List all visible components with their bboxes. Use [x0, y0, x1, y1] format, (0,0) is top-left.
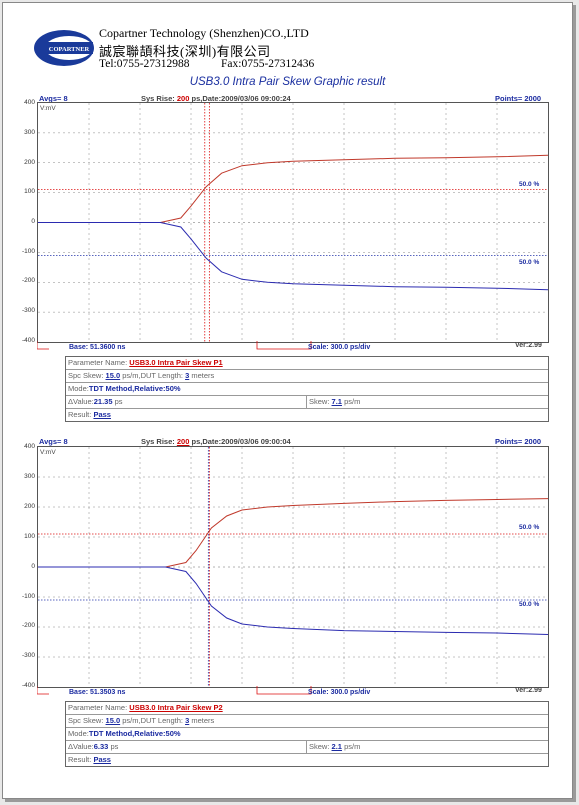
- y-tick-label: -300: [21, 652, 35, 659]
- result-value: Pass: [93, 410, 111, 419]
- delta-row: ΔValue:6.33 ps Skew: 2.1 ps/m: [66, 741, 548, 754]
- param-value: USB3.0 Intra Pair Skew P1: [129, 358, 223, 367]
- y-tick-label: 0: [31, 563, 35, 570]
- skew-cell: Skew: 2.1 ps/m: [306, 741, 360, 753]
- result-row: Result: Pass: [68, 755, 111, 764]
- y-tick-label: 100: [24, 533, 35, 540]
- y-tick-label: 300: [24, 473, 35, 480]
- avgs-label: Avgs= 8: [39, 437, 68, 446]
- mode-row: Mode:TDT Method,Relative:50%: [66, 728, 548, 741]
- result-row: Result: Pass: [68, 410, 111, 419]
- skew-cell: Skew: 7.1 ps/m: [306, 396, 360, 408]
- points-label: Points= 2000: [495, 94, 542, 103]
- trace-negative: [38, 222, 548, 291]
- param-row: Parameter Name: USB3.0 Intra Pair Skew P…: [66, 357, 548, 370]
- points-label: Points= 2000: [495, 437, 542, 446]
- company-name-cn: 誠宸聯頡科技(深圳)有限公司: [99, 44, 271, 59]
- result-value: Pass: [93, 755, 111, 764]
- logo-text: COPARTNER: [49, 46, 90, 53]
- company-name-en: Copartner Technology (Shenzhen)CO.,LTD: [99, 26, 309, 40]
- y-tick-label: 400: [24, 443, 35, 450]
- trace-positive: [38, 154, 548, 223]
- scale-label: Scale: 300.0 ps/div: [308, 689, 371, 696]
- sys-rise: Sys Rise: 200 ps,Date:2009/03/06 09:00:2…: [141, 94, 291, 103]
- avgs-label: Avgs= 8: [39, 94, 68, 103]
- sys-rise-value: 200: [176, 437, 190, 446]
- result-table-2: Parameter Name: USB3.0 Intra Pair Skew P…: [65, 701, 549, 767]
- waveform-svg-2: [38, 447, 548, 687]
- y-tick-label: -400: [21, 337, 35, 344]
- document-title: USB3.0 Intra Pair Skew Graphic result: [189, 76, 386, 88]
- y-tick-label: -200: [21, 277, 35, 284]
- waveform-plot-2: [37, 446, 549, 688]
- waveform-plot-1: [37, 102, 549, 343]
- param-row: Parameter Name: USB3.0 Intra Pair Skew P…: [66, 702, 548, 715]
- y-tick-label: -300: [21, 307, 35, 314]
- company-tel: Tel:0755-27312988: [99, 58, 190, 70]
- y-tick-label: -100: [21, 248, 35, 255]
- report-page: COPARTNER Copartner Technology (Shenzhen…: [2, 2, 573, 799]
- date-label: ps,Date:2009/03/06 09:00:24: [191, 94, 291, 103]
- sys-rise-value: 200: [176, 94, 190, 103]
- scale-label: Scale: 300.0 ps/div: [308, 344, 371, 351]
- y-tick-label: -200: [21, 622, 35, 629]
- base-scale-markers-1: [37, 341, 312, 350]
- sys-rise-label: Sys Rise:: [141, 94, 175, 103]
- base-scale-markers-2: [37, 686, 312, 695]
- copartner-logo: COPARTNER: [34, 30, 94, 66]
- sys-rise: Sys Rise: 200 ps,Date:2009/03/06 09:00:0…: [141, 437, 291, 446]
- version-label: Ver:2.99: [515, 342, 542, 349]
- param-value: USB3.0 Intra Pair Skew P2: [129, 703, 223, 712]
- result-table-1: Parameter Name: USB3.0 Intra Pair Skew P…: [65, 356, 549, 422]
- company-fax: Fax:0755-27312436: [221, 58, 315, 70]
- spc-row: Spc Skew: 15.0 ps/m,DUT Length: 3 meters: [66, 370, 548, 383]
- y-tick-label: 400: [24, 99, 35, 106]
- threshold-label-upper: 50.0 %: [519, 181, 540, 188]
- delta-row: ΔValue:21.35 ps Skew: 7.1 ps/m: [66, 396, 548, 409]
- threshold-label-lower: 50.0 %: [519, 259, 540, 266]
- waveform-svg-1: [38, 103, 548, 342]
- date-label: ps,Date:2009/03/06 09:00:04: [191, 437, 291, 446]
- y-tick-label: -400: [21, 682, 35, 689]
- base-label: Base: 51.3600 ns: [69, 344, 126, 351]
- y-unit-label: V:mV: [40, 105, 56, 112]
- y-tick-label: 0: [31, 218, 35, 225]
- y-tick-label: 200: [24, 159, 35, 166]
- threshold-label-upper: 50.0 %: [519, 524, 540, 531]
- trace-negative: [38, 566, 548, 635]
- y-tick-label: -100: [21, 593, 35, 600]
- y-unit-label: V:mV: [40, 449, 56, 456]
- base-label: Base: 51.3503 ns: [69, 689, 126, 696]
- mode-row: Mode:TDT Method,Relative:50%: [66, 383, 548, 396]
- spc-row: Spc Skew: 15.0 ps/m,DUT Length: 3 meters: [66, 715, 548, 728]
- y-tick-label: 100: [24, 188, 35, 195]
- y-tick-label: 300: [24, 129, 35, 136]
- threshold-label-lower: 50.0 %: [519, 601, 540, 608]
- sys-rise-label: Sys Rise:: [141, 437, 175, 446]
- y-tick-label: 200: [24, 503, 35, 510]
- version-label: Ver:2.99: [515, 687, 542, 694]
- trace-positive: [38, 498, 548, 568]
